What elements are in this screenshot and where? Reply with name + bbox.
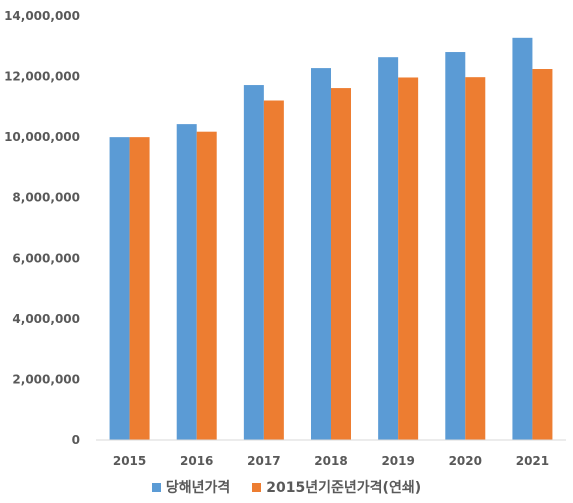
bars (109, 37, 553, 441)
y-tick-label: 0 (72, 433, 80, 447)
y-tick-label: 14,000,000 (4, 9, 80, 23)
bar-series-1-2016 (176, 124, 197, 441)
y-tick-label: 8,000,000 (12, 191, 80, 205)
bar-chart: 0 2,000,000 4,000,000 6,000,000 8,000,000 10,… (4, 9, 566, 468)
legend-swatch-series-1 (151, 482, 161, 492)
legend-swatch-series-2 (252, 482, 262, 492)
legend-label-series-1: 당해년가격 (165, 480, 231, 496)
bar-series-2-2016 (196, 131, 217, 441)
x-tick-label: 2016 (180, 454, 213, 468)
bar-series-2-2020 (465, 77, 486, 441)
bar-series-2-2019 (398, 77, 419, 440)
x-tick-label: 2019 (381, 454, 414, 468)
bar-series-1-2018 (311, 68, 331, 440)
x-tick-label: 2021 (516, 454, 549, 468)
y-tick-label: 4,000,000 (12, 312, 80, 326)
y-axis-ticks: 0 2,000,000 4,000,000 6,000,000 8,000,000 10,… (4, 9, 80, 447)
x-tick-label: 2018 (314, 454, 347, 468)
bar-series-1-2020 (445, 52, 466, 440)
x-tick-label: 2015 (113, 454, 146, 468)
legend-item-series-2: 2015년기준년가격(연쇄) (252, 477, 421, 497)
bar-series-2-2021 (532, 69, 553, 440)
x-tick-label: 2017 (247, 454, 280, 468)
y-tick-label: 6,000,000 (12, 251, 80, 265)
x-tick-label: 2020 (449, 454, 482, 468)
x-axis-ticks: 2015 2016 2017 2018 2019 2020 2021 (113, 454, 549, 468)
bar-series-1-2017 (243, 85, 264, 441)
bar-series-1-2021 (512, 37, 533, 440)
y-tick-label: 12,000,000 (4, 70, 80, 84)
bar-series-2-2015 (129, 137, 150, 440)
bar-series-2-2018 (331, 88, 351, 440)
y-tick-label: 2,000,000 (12, 372, 80, 386)
legend-label-series-2: 2015년기준년가격(연쇄) (266, 480, 422, 496)
legend-item-series-1: 당해년가격 (151, 477, 231, 497)
bar-series-1-2015 (109, 137, 130, 440)
legend: 당해년가격 2015년기준년가격(연쇄) (0, 476, 573, 498)
bar-series-2-2017 (263, 100, 284, 441)
bar-series-1-2019 (378, 57, 399, 441)
y-tick-label: 10,000,000 (4, 130, 80, 144)
